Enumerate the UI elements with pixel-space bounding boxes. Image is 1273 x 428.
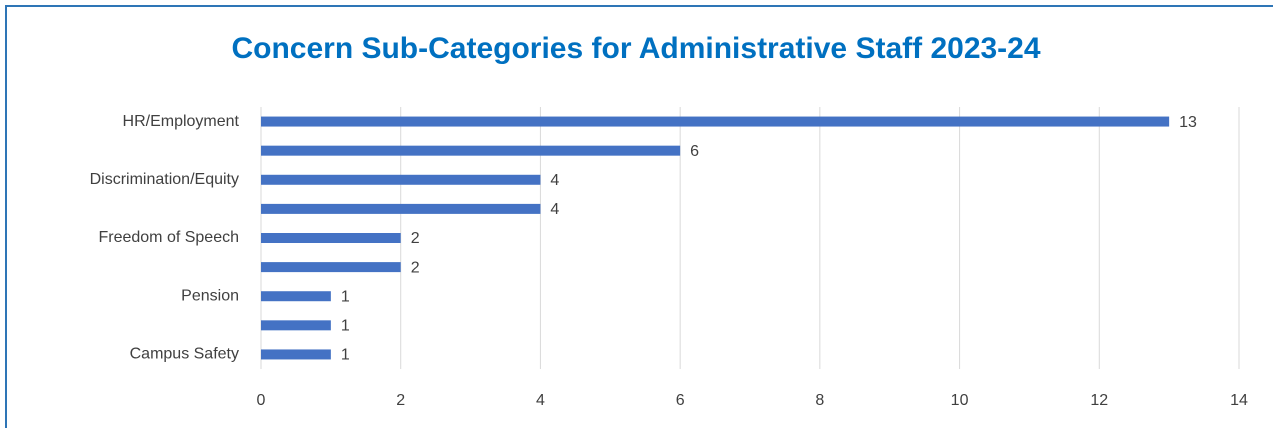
value-label: 2: [411, 230, 420, 247]
x-tick-label: 6: [676, 392, 685, 409]
value-label: 1: [341, 288, 350, 305]
value-label: 6: [690, 143, 699, 160]
value-label: 13: [1179, 114, 1197, 131]
x-tick-label: 0: [257, 392, 266, 409]
bar: [261, 291, 331, 302]
value-label: 1: [341, 318, 350, 335]
x-tick-label: 4: [536, 392, 545, 409]
x-tick-label: 10: [951, 392, 969, 409]
y-tick-label: Campus Safety: [130, 346, 239, 363]
bar: [261, 116, 1170, 127]
x-tick-label: 12: [1090, 392, 1108, 409]
value-label: 4: [550, 201, 559, 218]
frame-border: [5, 5, 1273, 428]
bar: [261, 320, 331, 331]
value-label: 4: [550, 172, 559, 189]
bar: [261, 145, 681, 156]
value-label: 2: [411, 259, 420, 276]
chart-title: Concern Sub-Categories for Administrativ…: [231, 32, 1040, 65]
bar: [261, 174, 541, 185]
value-label: 1: [341, 347, 350, 364]
y-tick-label: Pension: [181, 287, 239, 304]
bar: [261, 203, 541, 214]
bar: [261, 233, 401, 243]
y-tick-label: Discrimination/Equity: [90, 171, 239, 188]
x-tick-label: 14: [1230, 392, 1248, 409]
x-tick-label: 2: [396, 392, 405, 409]
bar: [261, 262, 401, 273]
x-tick-label: 8: [815, 392, 824, 409]
y-tick-label: HR/Employment: [123, 113, 240, 130]
y-tick-label: Freedom of Speech: [98, 229, 239, 246]
bar: [261, 349, 331, 360]
